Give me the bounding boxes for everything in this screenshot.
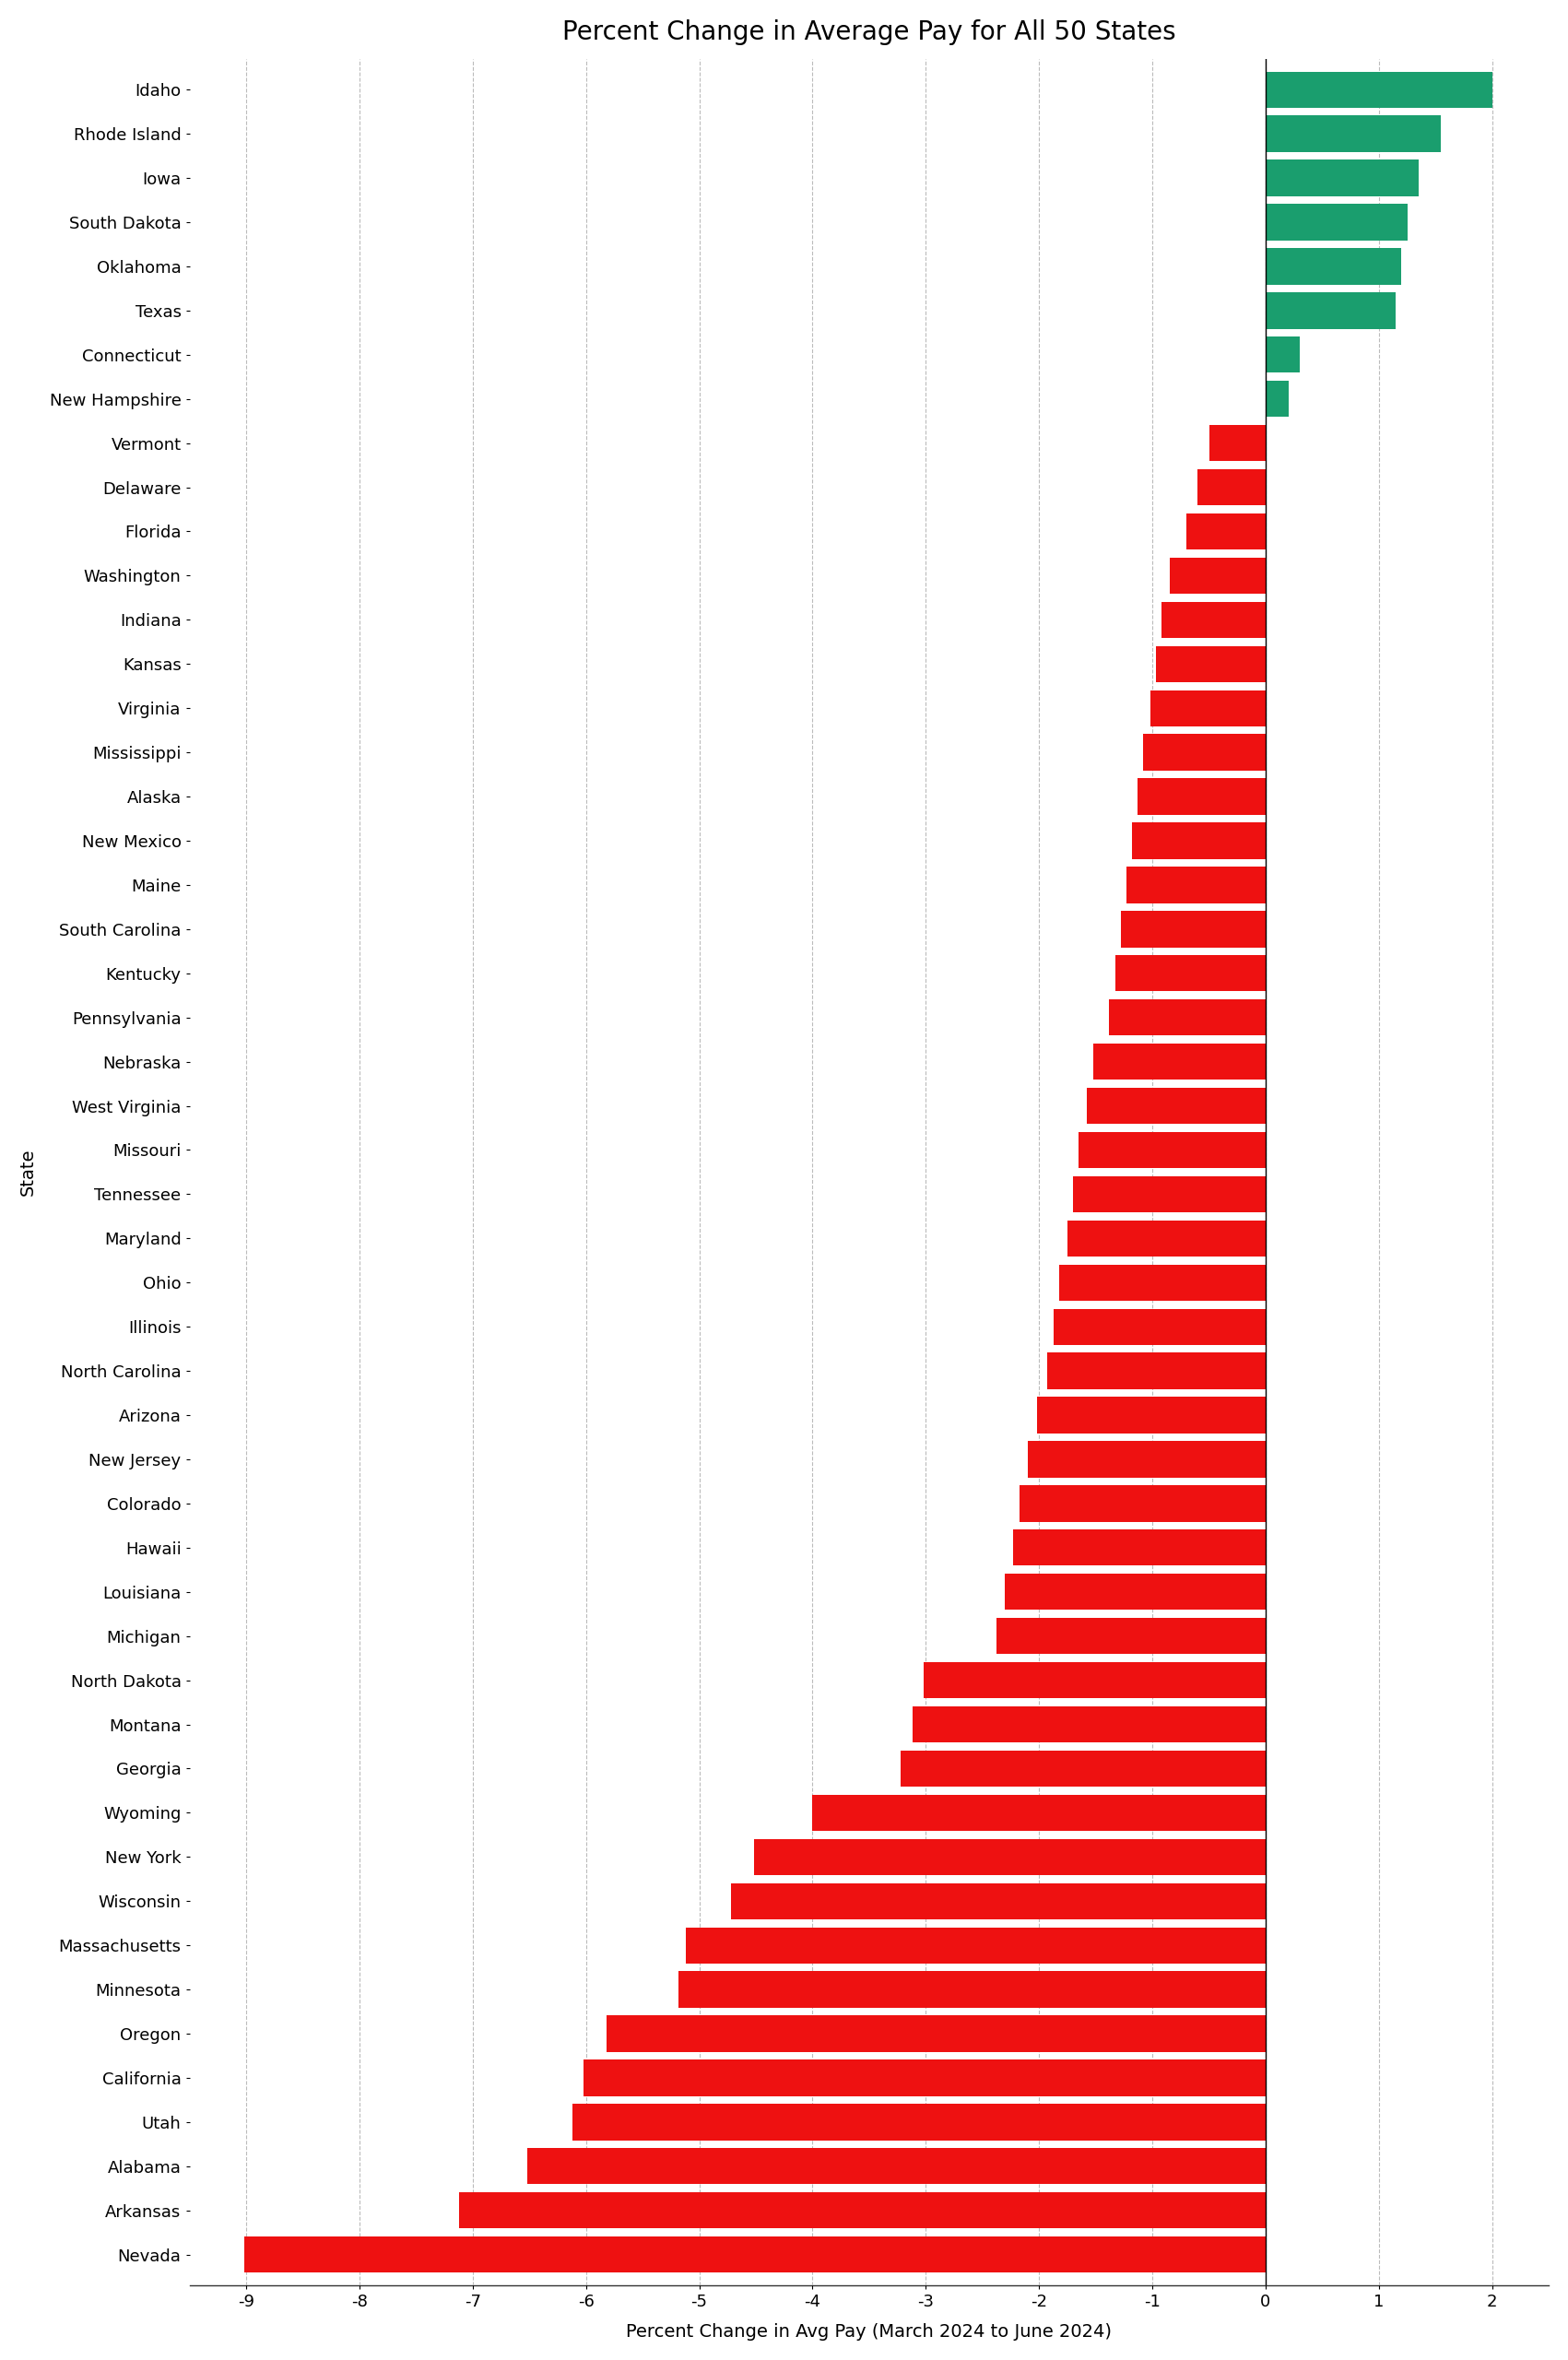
Bar: [1047, 1352, 1265, 1390]
Title: Percent Change in Average Pay for All 50 States: Percent Change in Average Pay for All 50…: [563, 19, 1176, 45]
Bar: [1079, 1133, 1265, 1168]
Bar: [1054, 1310, 1265, 1345]
Bar: [1265, 248, 1402, 286]
Bar: [1036, 1397, 1265, 1433]
Bar: [1027, 1442, 1265, 1477]
Bar: [1209, 425, 1265, 460]
Bar: [1170, 557, 1265, 595]
Bar: [1109, 998, 1265, 1036]
Bar: [459, 2192, 1265, 2228]
Bar: [1187, 514, 1265, 550]
Bar: [1132, 824, 1265, 859]
Y-axis label: State: State: [19, 1149, 36, 1197]
Bar: [1019, 1484, 1265, 1522]
Bar: [1093, 1043, 1265, 1081]
Bar: [1265, 71, 1493, 109]
X-axis label: Percent Change in Avg Pay (March 2024 to June 2024): Percent Change in Avg Pay (March 2024 to…: [626, 2322, 1112, 2341]
Bar: [1198, 470, 1265, 505]
Bar: [1068, 1220, 1265, 1256]
Bar: [731, 1883, 1265, 1919]
Bar: [527, 2148, 1265, 2185]
Bar: [1265, 293, 1396, 328]
Bar: [1265, 160, 1419, 196]
Bar: [1073, 1175, 1265, 1213]
Bar: [1060, 1265, 1265, 1300]
Bar: [1149, 689, 1265, 727]
Bar: [1005, 1574, 1265, 1610]
Bar: [583, 2060, 1265, 2096]
Bar: [1265, 380, 1289, 418]
Bar: [1162, 602, 1265, 637]
Bar: [1265, 116, 1441, 151]
Bar: [902, 1751, 1265, 1787]
Bar: [924, 1661, 1265, 1699]
Bar: [1265, 337, 1300, 373]
Bar: [1087, 1088, 1265, 1123]
Bar: [685, 1928, 1265, 1964]
Bar: [1115, 956, 1265, 991]
Bar: [607, 2015, 1265, 2051]
Bar: [679, 1971, 1265, 2008]
Bar: [1013, 1529, 1265, 1565]
Bar: [1156, 647, 1265, 682]
Bar: [1143, 734, 1265, 769]
Bar: [812, 1794, 1265, 1831]
Bar: [572, 2105, 1265, 2141]
Bar: [754, 1838, 1265, 1876]
Bar: [996, 1619, 1265, 1654]
Bar: [1121, 911, 1265, 946]
Bar: [1265, 203, 1406, 241]
Bar: [913, 1706, 1265, 1742]
Bar: [245, 2237, 1265, 2273]
Bar: [1126, 866, 1265, 904]
Bar: [1138, 779, 1265, 814]
